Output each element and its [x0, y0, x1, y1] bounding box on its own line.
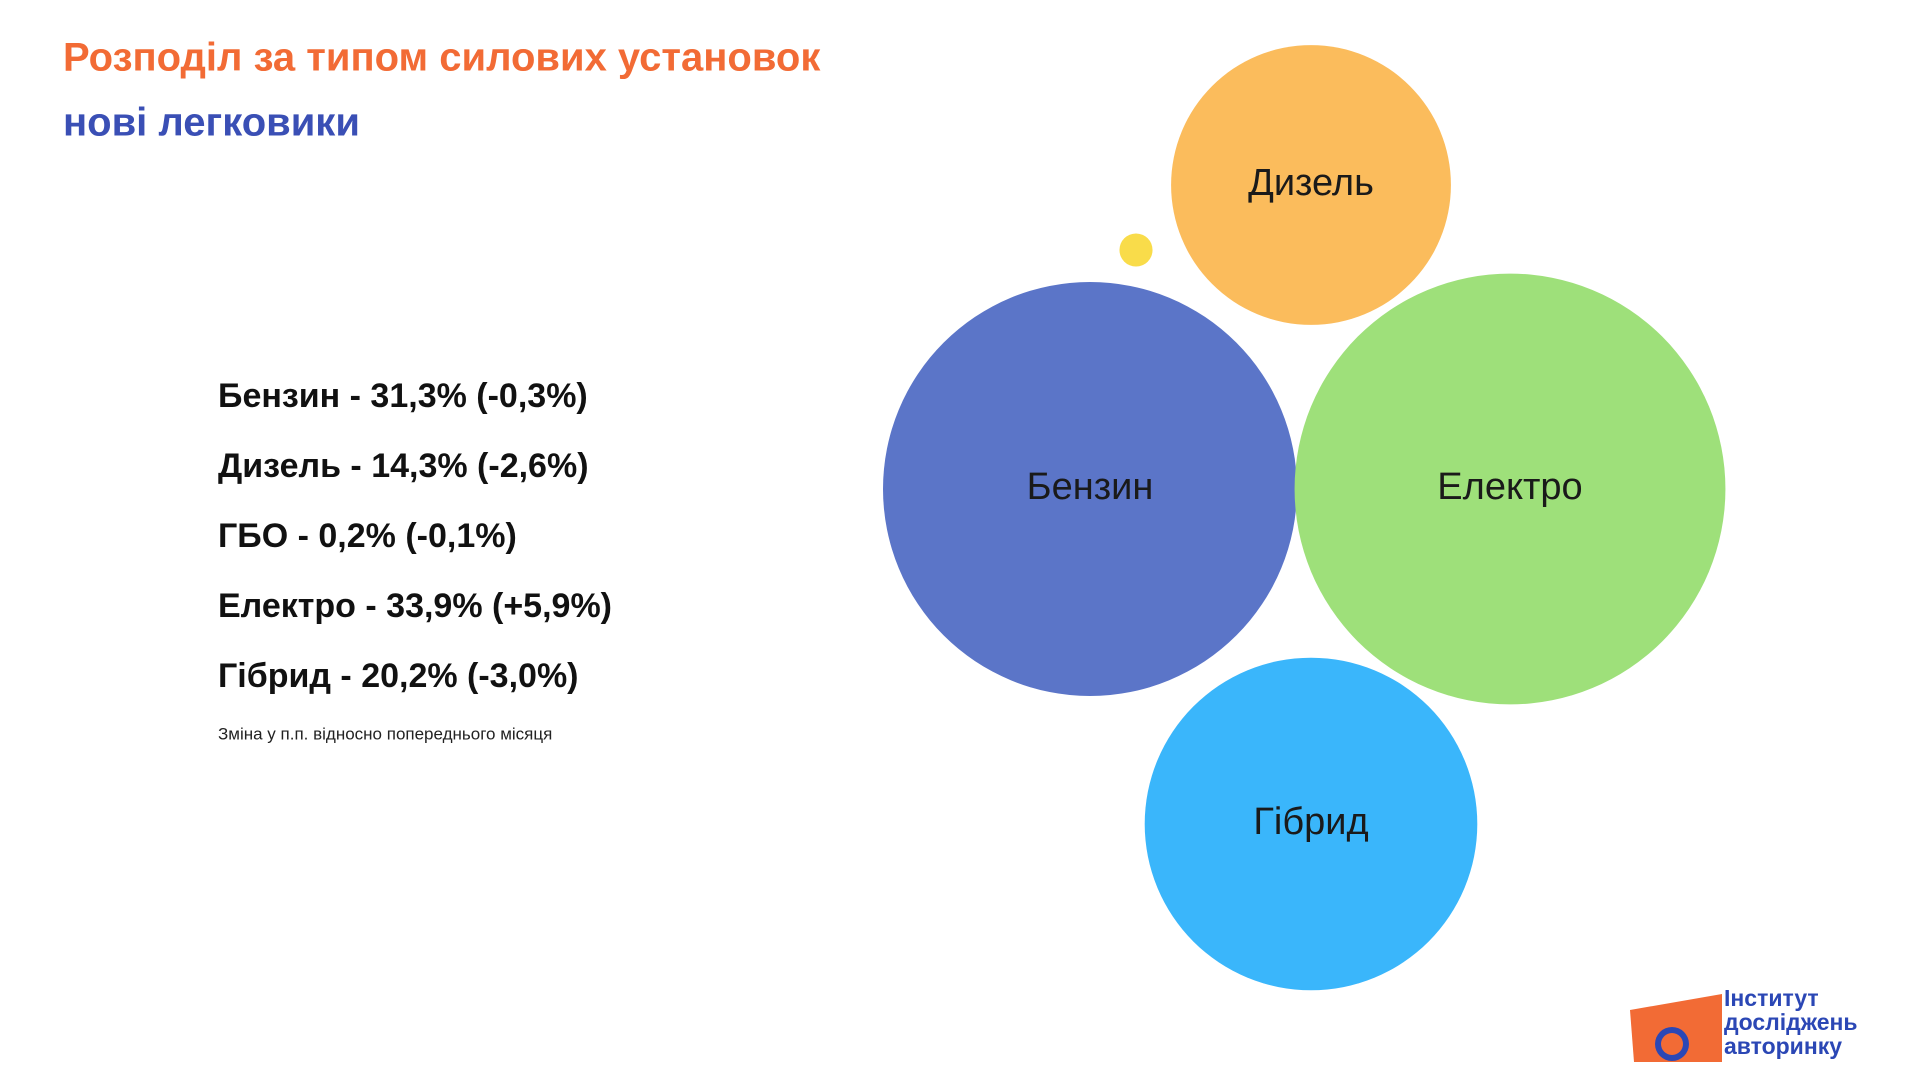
logo: Інститут досліджень авторинку	[1630, 985, 1858, 1062]
subtitle: нові легковики	[63, 101, 360, 145]
bubble	[1294, 273, 1726, 705]
summary-line: Електро - 33,9% (+5,9%)	[218, 587, 612, 625]
bubble-label: Бензин	[1027, 466, 1154, 508]
logo-text: Інститут	[1724, 985, 1819, 1011]
summary-line: Гібрид - 20,2% (-3,0%)	[218, 657, 579, 695]
summary-line: ГБО - 0,2% (-0,1%)	[218, 517, 517, 555]
bubble	[1144, 657, 1478, 991]
bubble-label: Електро	[1437, 466, 1582, 508]
summary-line: Дизель - 14,3% (-2,6%)	[218, 447, 589, 485]
logo-circle-inner	[1661, 1033, 1683, 1055]
bubble	[882, 281, 1298, 697]
logo-text: авторинку	[1724, 1033, 1842, 1059]
bubble-label: Гібрид	[1253, 801, 1368, 843]
bubble	[1171, 45, 1451, 325]
bubble-label: Дизель	[1248, 162, 1374, 204]
summary-line: Бензин - 31,3% (-0,3%)	[218, 377, 588, 415]
bubble	[1119, 233, 1153, 267]
logo-text: досліджень	[1724, 1009, 1858, 1035]
title: Розподіл за типом силових установок	[63, 36, 821, 80]
note: Зміна у п.п. відносно попереднього місяц…	[218, 724, 552, 743]
